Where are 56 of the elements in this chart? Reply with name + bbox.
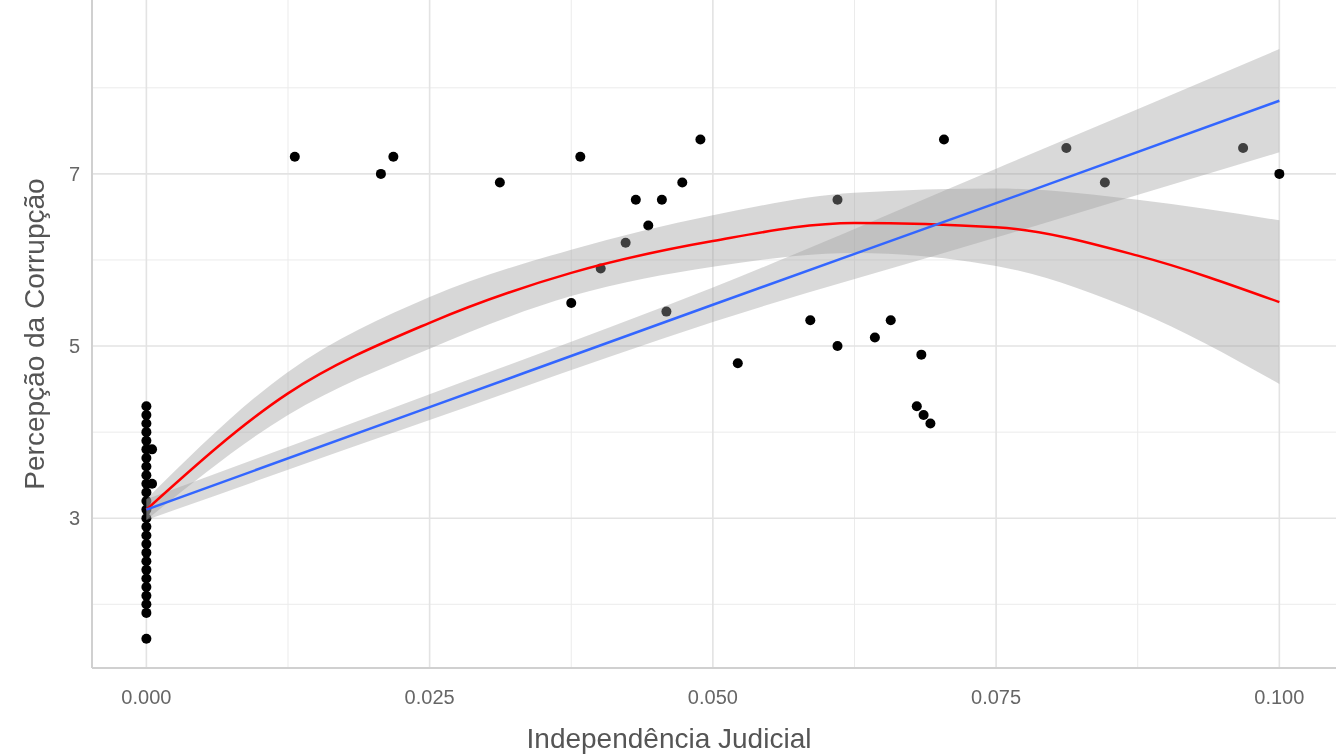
point [141,607,152,618]
point [925,418,936,429]
point [141,582,152,593]
point [869,332,880,343]
point [141,435,152,446]
point [832,341,843,352]
point [911,401,922,412]
point [388,151,399,162]
x-tick-label: 0.100 [1254,686,1305,708]
point [141,427,152,438]
point [141,496,152,506]
point [141,573,152,584]
point [938,134,949,145]
point [141,564,152,575]
y-tick-label: 7 [68,162,80,185]
point [1061,143,1072,154]
point [141,599,152,610]
point [141,539,152,550]
point [141,556,152,567]
point [141,633,152,644]
point [289,151,300,162]
point [566,298,577,309]
y-tick-label: 5 [68,335,80,358]
y-axis-title: Percepção da Corrupção [19,178,50,490]
point [575,151,586,162]
point [141,521,152,532]
point [620,237,631,248]
x-tick-label: 0.050 [687,686,738,708]
point [661,306,672,317]
point [141,409,152,420]
point [141,590,152,601]
x-tick-label: 0.075 [971,686,1022,708]
x-axis-title: Independência Judicial [526,723,812,754]
point [656,194,667,205]
y-tick-label: 3 [68,507,80,530]
point [141,470,152,481]
point [1274,168,1285,179]
point [1099,177,1110,188]
point [141,401,152,412]
point [677,177,688,188]
point [918,409,929,420]
point [805,315,816,326]
point [695,134,706,145]
point [832,194,843,205]
point [1238,143,1249,154]
point [494,177,505,188]
x-tick-label: 0.000 [121,686,172,708]
point [643,220,654,231]
point [141,513,152,524]
x-tick-label: 0.025 [404,686,455,708]
point [630,194,641,205]
point [732,358,743,369]
point [916,349,927,360]
point [885,315,896,326]
point [141,452,152,463]
point [375,168,386,179]
